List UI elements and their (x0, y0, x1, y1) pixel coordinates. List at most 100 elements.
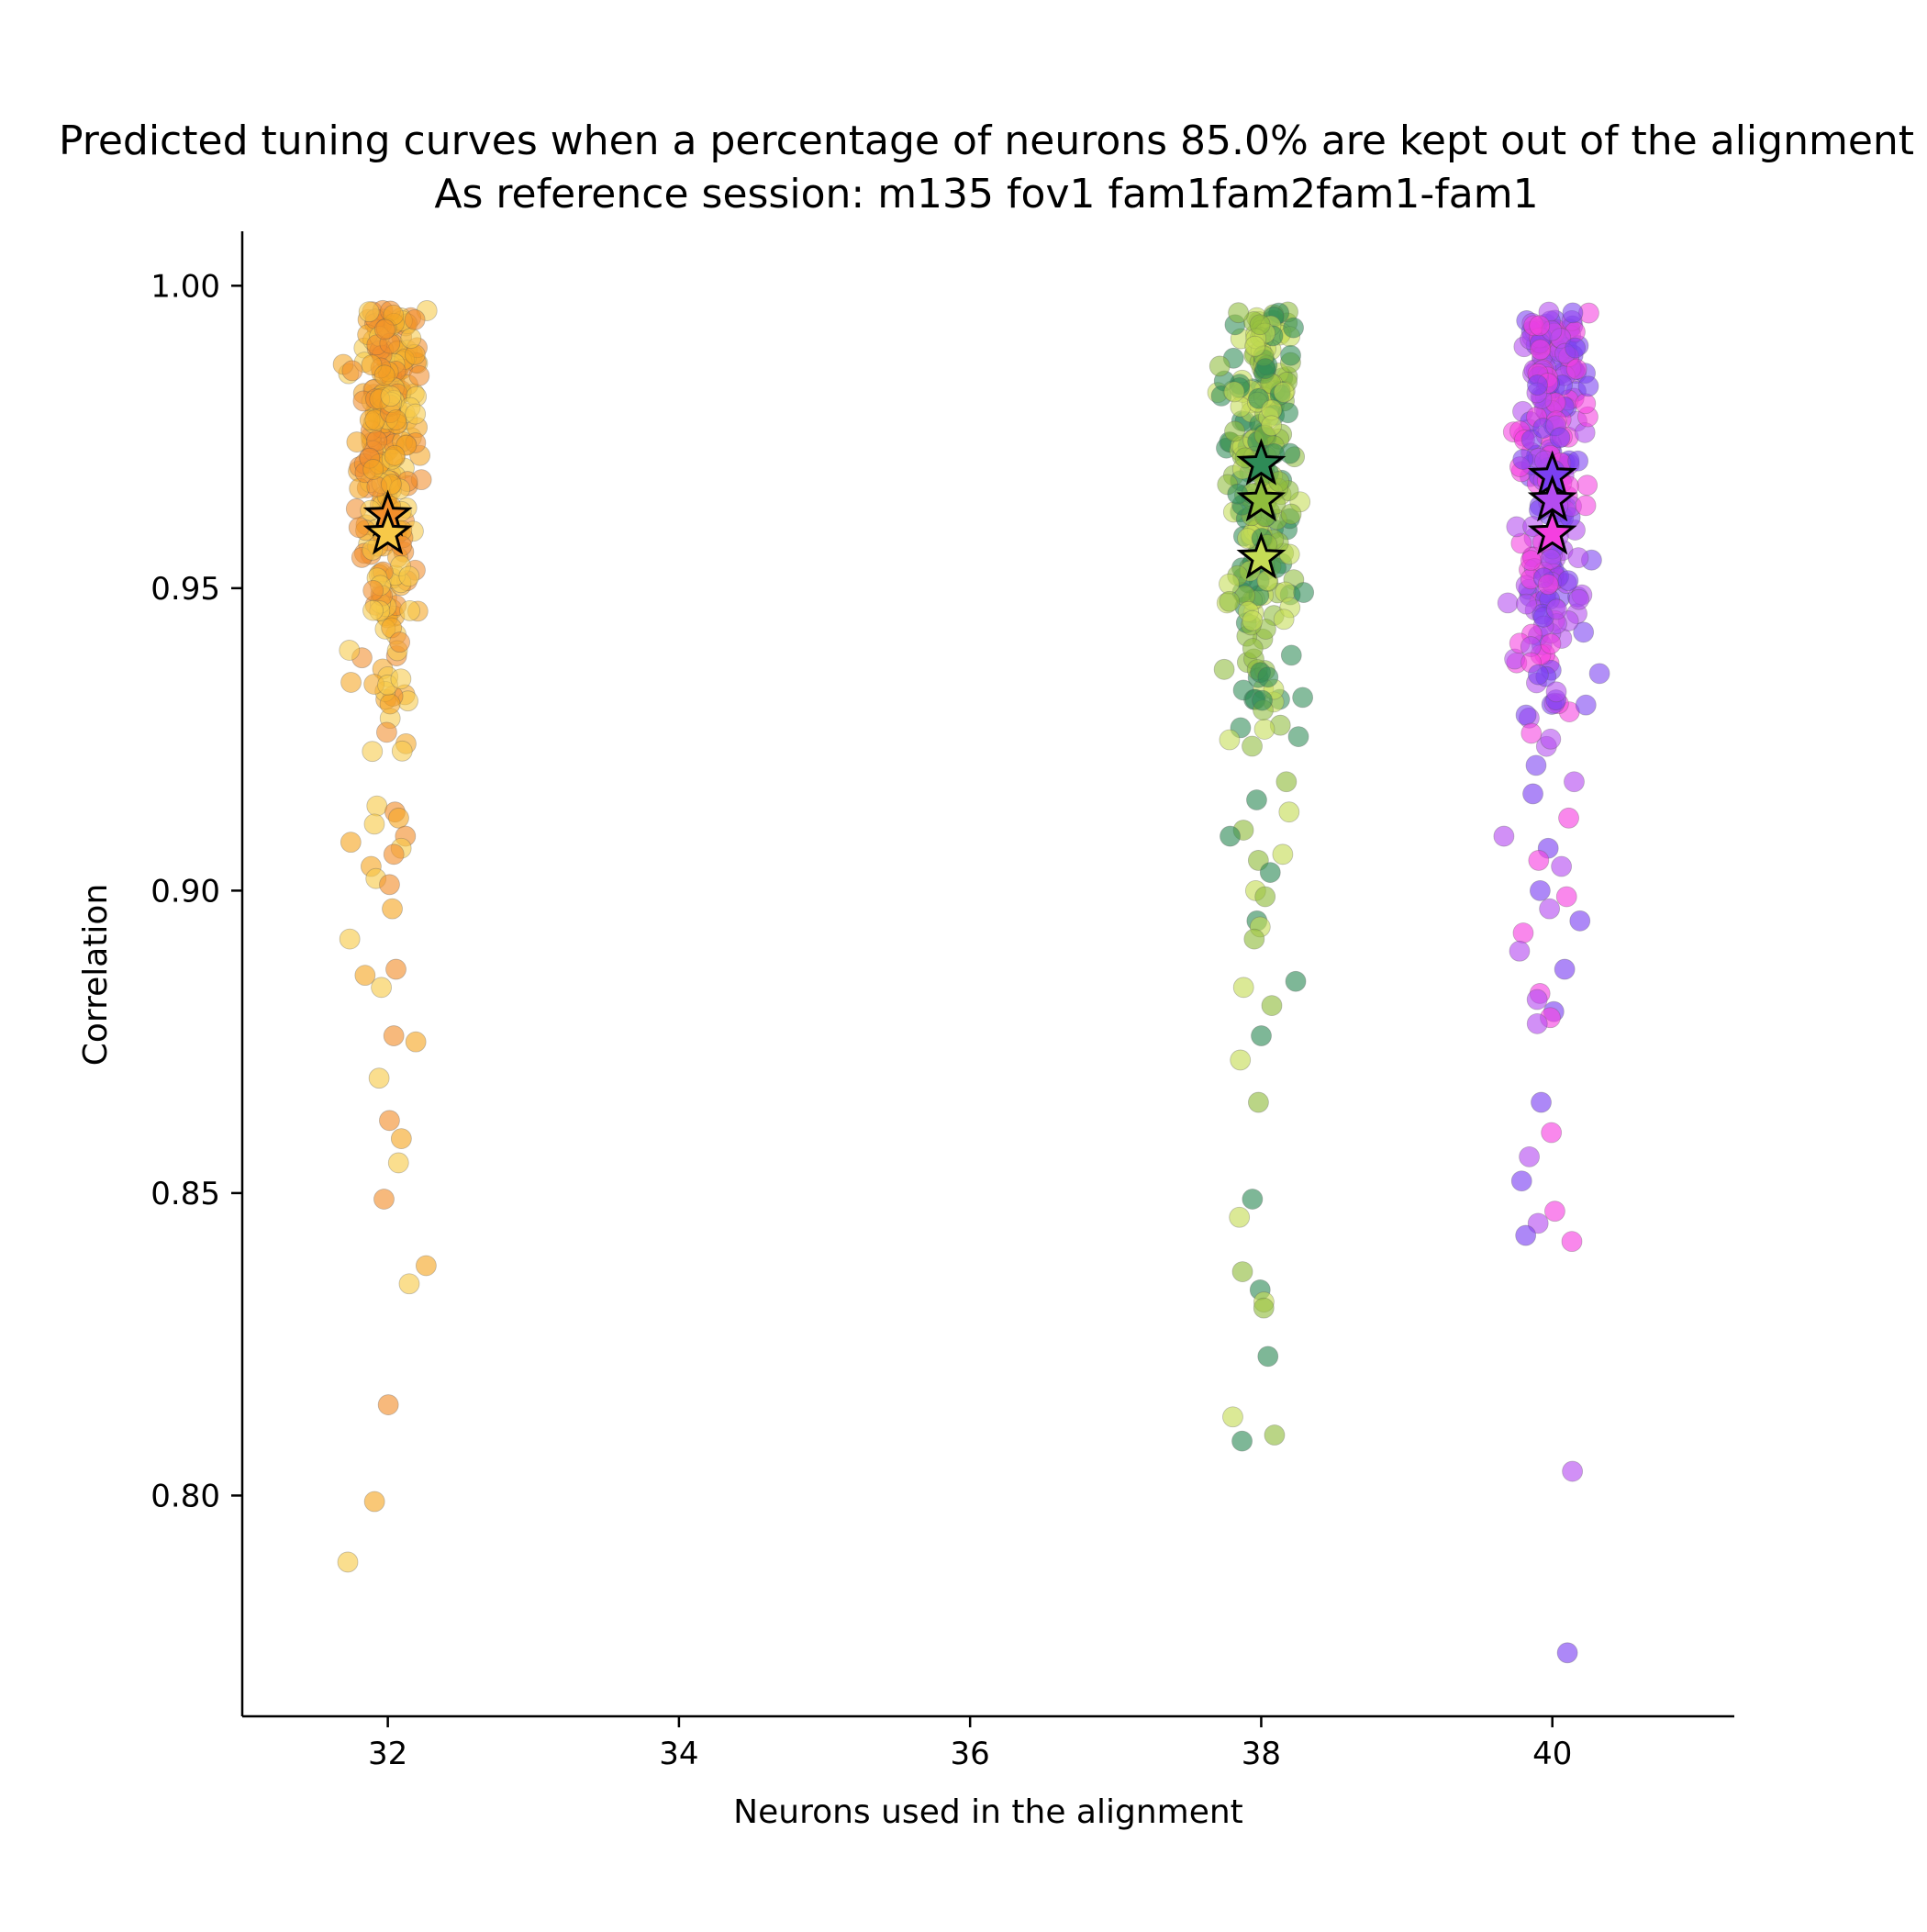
data-point (1219, 590, 1241, 612)
data-point (390, 1128, 412, 1149)
data-point (1522, 783, 1543, 805)
data-point (379, 874, 400, 896)
data-point (383, 843, 405, 865)
data-point (1287, 726, 1309, 747)
data-point (1525, 754, 1547, 776)
data-point (1526, 988, 1548, 1011)
data-point (1254, 358, 1276, 379)
data-point (1519, 1145, 1540, 1167)
data-point (1285, 970, 1307, 992)
data-point (1520, 550, 1542, 572)
data-point (376, 721, 397, 743)
data-point (1249, 314, 1271, 336)
data-point (379, 693, 401, 715)
data-point (363, 813, 385, 835)
data-point (1293, 582, 1315, 603)
y-tick-label: 0.95 (150, 571, 220, 608)
data-point (339, 928, 361, 950)
data-point (340, 672, 362, 693)
data-point (1539, 898, 1561, 920)
data-point (346, 431, 368, 452)
x-tick-label: 34 (659, 1736, 698, 1772)
data-point (1243, 928, 1265, 950)
x-tick-label: 32 (368, 1736, 407, 1772)
data-point (1561, 1231, 1583, 1253)
data-point (1568, 588, 1590, 610)
data-point (1558, 807, 1579, 829)
data-point (400, 328, 422, 349)
data-point (1515, 1224, 1537, 1246)
data-point (1551, 855, 1573, 877)
data-point (1231, 1430, 1253, 1452)
data-point (1520, 722, 1543, 744)
data-point (362, 579, 384, 601)
data-point (1565, 358, 1587, 380)
data-point (1567, 450, 1589, 472)
data-point (1515, 704, 1537, 726)
data-point (1573, 621, 1595, 643)
data-point (1555, 886, 1577, 908)
data-point (1242, 609, 1264, 631)
x-tick-label: 36 (951, 1736, 990, 1772)
data-point (1562, 302, 1584, 324)
data-point (362, 459, 384, 480)
data-point (1253, 1297, 1275, 1319)
data-point (388, 807, 409, 829)
data-point (1251, 1025, 1272, 1046)
data-point (1254, 886, 1276, 908)
data-point (408, 364, 430, 386)
mean-star-marker (1527, 508, 1577, 555)
data-point (398, 1273, 420, 1295)
mean-star-marker (1236, 438, 1287, 486)
data-point (1575, 393, 1597, 415)
data-point (1527, 374, 1548, 396)
data-point (1244, 335, 1265, 357)
data-point (362, 741, 384, 763)
y-tick-label: 1.00 (150, 268, 220, 305)
data-point (341, 360, 363, 382)
data-point (1588, 663, 1610, 685)
mean-markers (362, 438, 1577, 579)
chart-title: Predicted tuning curves when a percentag… (59, 117, 1914, 164)
data-point (1224, 420, 1245, 442)
data-point (354, 965, 376, 987)
chart-subtitle: As reference session: m135 fov1 fam1fam2… (434, 171, 1538, 218)
data-point (368, 1067, 390, 1089)
data-point (1275, 771, 1298, 793)
data-point (1556, 1642, 1578, 1664)
data-point (1261, 415, 1283, 437)
data-point (1512, 449, 1534, 470)
data-point (1510, 1170, 1532, 1192)
data-point (1259, 862, 1281, 884)
data-point (373, 364, 395, 386)
data-point (1564, 771, 1585, 793)
data-point (379, 1110, 400, 1132)
data-point (389, 631, 411, 653)
x-tick-label: 38 (1242, 1736, 1281, 1772)
data-point (1516, 593, 1537, 615)
x-axis-label: Neurons used in the alignment (733, 1793, 1243, 1831)
data-point (1575, 694, 1597, 716)
data-point (371, 977, 392, 999)
data-point (339, 640, 361, 661)
data-point (1537, 574, 1559, 596)
data-point (1246, 789, 1267, 810)
data-point (1541, 1122, 1563, 1144)
data-point (366, 430, 388, 452)
data-point (340, 832, 362, 854)
data-point (380, 385, 402, 408)
data-point (1528, 850, 1550, 871)
data-points (332, 299, 1610, 1664)
data-point (382, 898, 403, 920)
axes (240, 231, 1734, 1718)
data-point (385, 958, 407, 980)
data-point (1273, 381, 1295, 403)
y-tick-label: 0.80 (150, 1478, 220, 1514)
data-point (1569, 910, 1591, 932)
data-point (1527, 664, 1549, 686)
data-point (1220, 825, 1241, 847)
data-point (1280, 344, 1301, 366)
data-point (1512, 922, 1534, 944)
data-point (405, 403, 427, 425)
